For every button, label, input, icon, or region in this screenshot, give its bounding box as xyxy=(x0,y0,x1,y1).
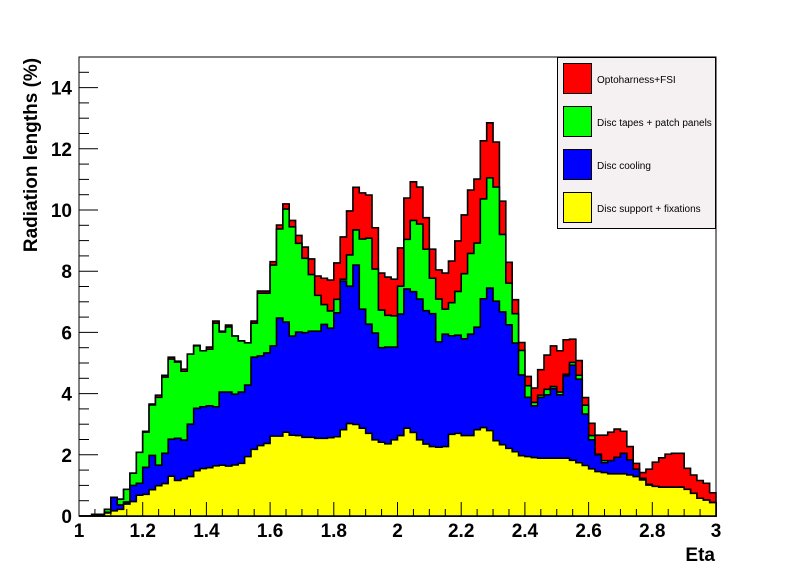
y-tick-label: 12 xyxy=(51,140,72,161)
x-tick-label: 2.2 xyxy=(448,521,474,542)
y-tick-label: 10 xyxy=(51,201,72,222)
x-tick-label: 1.6 xyxy=(257,521,283,542)
legend-swatch xyxy=(563,149,592,180)
legend-item: Optoharness+FSI xyxy=(563,63,676,94)
x-tick-label: 2.8 xyxy=(639,521,665,542)
y-tick-label: 8 xyxy=(61,262,72,283)
x-tick-label: 1 xyxy=(74,521,85,542)
legend-label: Disc cooling xyxy=(597,161,651,172)
x-tick-label: 1.8 xyxy=(321,521,347,542)
legend-label: Optoharness+FSI xyxy=(597,75,676,86)
legend-label: Disc tapes + patch panels xyxy=(597,118,712,129)
legend-swatch xyxy=(563,106,592,137)
legend-swatch xyxy=(563,192,592,223)
x-tick-label: 2.4 xyxy=(512,521,539,542)
legend: Optoharness+FSI Disc tapes + patch panels… xyxy=(557,57,716,229)
x-axis-title: Eta xyxy=(685,545,715,566)
histogram-layers xyxy=(79,121,717,517)
axis-tick-labels: 0 2 4 6 8 10 12 14 1 1.2 1.4 1.6 1.8 2 2.2 2.4 2.6 2.8 3 xyxy=(51,79,721,542)
y-tick-label: 14 xyxy=(51,79,73,100)
layer-disc-cooling xyxy=(79,264,717,517)
y-axis-title: Radiation lengths (%) xyxy=(21,58,42,252)
x-tick-label: 1.2 xyxy=(129,521,155,542)
legend-item: Disc cooling xyxy=(563,149,651,180)
x-tick-label: 2 xyxy=(392,521,403,542)
axis-ticks xyxy=(78,56,717,517)
layer-disc-support-fixations xyxy=(79,422,717,517)
x-tick-label: 2.6 xyxy=(575,521,601,542)
legend-item: Disc tapes + patch panels xyxy=(563,106,712,137)
y-tick-label: 2 xyxy=(61,446,72,467)
legend-item: Disc support + fixations xyxy=(563,192,701,223)
y-tick-label: 4 xyxy=(61,385,72,406)
y-tick-label: 0 xyxy=(61,507,72,528)
legend-swatch xyxy=(563,63,592,94)
legend-label: Disc support + fixations xyxy=(597,204,701,215)
x-tick-label: 3 xyxy=(711,521,722,542)
x-tick-label: 1.4 xyxy=(193,521,220,542)
y-tick-label: 6 xyxy=(61,323,72,344)
